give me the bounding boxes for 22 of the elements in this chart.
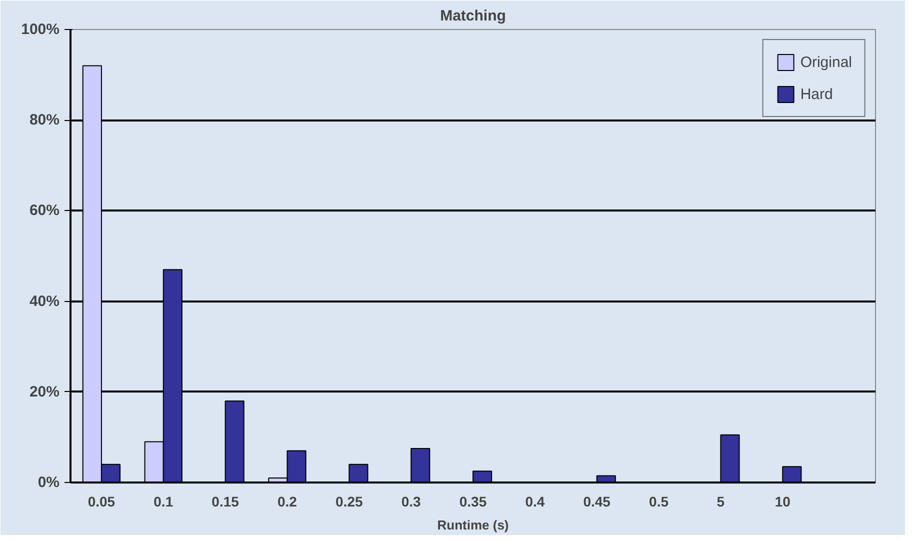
y-tick-label: 40% bbox=[29, 292, 60, 310]
x-tick-label: 0.2 bbox=[278, 494, 298, 510]
y-tick-label: 80% bbox=[29, 112, 60, 129]
x-axis-title: Runtime (s) bbox=[437, 518, 509, 532]
x-tick-label: 0.25 bbox=[336, 494, 363, 510]
x-tick-label: 10 bbox=[774, 494, 791, 510]
x-tick-label: 0.45 bbox=[583, 494, 611, 510]
legend-label: Original bbox=[800, 54, 852, 70]
x-tick-label: 0.4 bbox=[525, 494, 545, 510]
legend-label: Hard bbox=[800, 86, 833, 102]
chart-title: Matching bbox=[440, 8, 506, 24]
y-tick-label: 100% bbox=[21, 21, 60, 38]
x-tick-label: 0.35 bbox=[459, 494, 487, 510]
x-tick-label: 0.3 bbox=[401, 494, 422, 510]
y-tick-label: 60% bbox=[29, 202, 60, 220]
x-tick-label: 0.15 bbox=[212, 494, 240, 510]
y-tick-label: 20% bbox=[29, 383, 60, 400]
x-tick-label: 0.1 bbox=[154, 494, 174, 510]
x-tick-label: 5 bbox=[716, 494, 725, 510]
y-tick-label: 0% bbox=[38, 474, 60, 491]
x-tick-label: 0.5 bbox=[649, 494, 669, 510]
x-tick-label: 0.05 bbox=[88, 494, 116, 510]
